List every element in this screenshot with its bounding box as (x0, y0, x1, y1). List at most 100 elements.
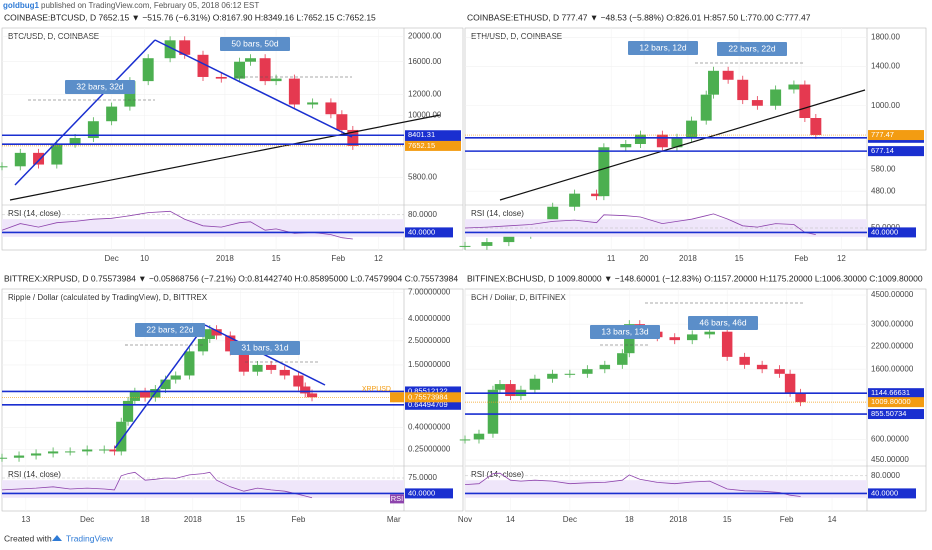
y-tick-label: 1800.00 (871, 32, 900, 41)
candle (325, 102, 337, 115)
trend-line (154, 39, 353, 138)
y-tick-label: 5800.00 (408, 173, 437, 182)
bar-count-box (590, 325, 660, 339)
rsi-label: RSI (14, close) (8, 470, 61, 479)
y-tick-label: 0.25000000 (408, 445, 451, 454)
candle (197, 54, 209, 77)
level-label: 8401.31 (408, 130, 435, 139)
trend-line (499, 89, 866, 201)
candle (634, 134, 646, 144)
x-tick-label: 14 (506, 515, 515, 524)
candle (106, 106, 118, 122)
bar-count-box (628, 41, 698, 55)
y-tick-label: 2200.00000 (871, 341, 914, 350)
candle (739, 356, 750, 365)
candle (751, 100, 763, 106)
candle (686, 334, 698, 341)
y-tick-label: 16000.00 (408, 57, 442, 66)
rsi-tick-label: 75.0000 (408, 473, 437, 482)
x-tick-label: 2018 (679, 254, 697, 263)
candle (293, 375, 304, 387)
chart-title: BTC/USD, D, COINBASE (8, 32, 99, 41)
rsi-level-tag (868, 227, 916, 238)
candle (722, 70, 734, 80)
candle (784, 373, 796, 393)
footer-brand[interactable]: TradingView (66, 533, 114, 543)
candle (671, 137, 683, 148)
chart-title: ETH/USD, D, COINBASE (471, 32, 562, 41)
candle (700, 94, 712, 121)
y-tick-label: 480.00 (871, 186, 896, 195)
trend-line (14, 39, 156, 186)
candle (704, 331, 715, 335)
pane-border (1, 288, 464, 512)
rsi-line (1, 471, 313, 499)
candle (473, 433, 485, 440)
level-label: 1144.66631 (871, 388, 910, 397)
candle (65, 451, 76, 453)
x-tick-label: 20 (640, 254, 649, 263)
candle (336, 114, 348, 130)
rsi-tag-box (390, 494, 404, 504)
x-tick-label: 15 (735, 254, 744, 263)
candle (799, 84, 811, 119)
candle (129, 391, 140, 401)
level-label: 0.85512122 (408, 386, 448, 395)
candle (252, 364, 263, 372)
level-tag (868, 409, 924, 420)
x-tick-label: 12 (837, 254, 846, 263)
candle (33, 152, 45, 165)
level-label: 677.14 (871, 146, 894, 155)
y-tick-label: 0.40000000 (408, 422, 451, 431)
symbol-tag-box (390, 392, 404, 403)
symbol-header: COINBASE:BTCUSD, D 7652.15 ▼ −515.76 (−6… (4, 12, 376, 22)
candle (347, 129, 359, 146)
symbol-header: COINBASE:ETHUSD, D 777.47 ▼ −48.53 (−5.8… (467, 12, 811, 22)
candle (756, 364, 768, 370)
candle (598, 147, 610, 197)
bar-count-box (717, 42, 787, 56)
rsi-tick-label: 80.0000 (871, 471, 900, 480)
candle (87, 121, 99, 139)
candle (591, 193, 603, 197)
candle (721, 331, 733, 357)
rsi-label: RSI (14, close) (471, 470, 524, 479)
candle (122, 400, 134, 422)
candle (259, 58, 271, 82)
candle (770, 89, 782, 106)
candle (13, 455, 25, 458)
bar-count-label: 13 bars, 13d (601, 326, 649, 336)
rsi-line (464, 472, 801, 497)
candle (459, 439, 471, 441)
y-tick-label: 450.00000 (871, 455, 909, 464)
symbol-header: BITFINEX:BCHUSD, D 1009.80000 ▼ −148.600… (467, 273, 923, 283)
candle (617, 353, 628, 365)
candle (116, 421, 127, 452)
candle (14, 152, 26, 167)
pane-border (1, 27, 464, 251)
candle (708, 70, 719, 95)
candle (266, 364, 277, 370)
bar-count-label: 31 bars, 31d (241, 342, 289, 352)
last-price-tag (405, 140, 461, 151)
candle (582, 369, 593, 374)
candle (82, 449, 93, 452)
candle (139, 391, 151, 398)
trend-line (114, 324, 206, 449)
rsi-label: RSI (14, close) (471, 209, 524, 218)
rsi-level-label: 40.0000 (871, 227, 898, 236)
y-tick-label: 20000.00 (408, 31, 442, 40)
candle (599, 364, 611, 370)
bar-count-label: 50 bars, 50d (231, 38, 279, 48)
bar-count-label: 22 bars, 22d (728, 43, 776, 53)
author[interactable]: goldbug1 (3, 1, 40, 10)
candle (503, 234, 515, 243)
candle (279, 369, 290, 376)
x-tick-label: 13 (21, 515, 30, 524)
x-tick-label: Dec (80, 515, 94, 524)
y-tick-label: 1.50000000 (408, 360, 451, 369)
y-tick-label: 1400.00 (871, 62, 900, 71)
candle (656, 134, 668, 148)
candle (686, 120, 698, 138)
y-tick-label: 4500.00000 (871, 290, 914, 299)
